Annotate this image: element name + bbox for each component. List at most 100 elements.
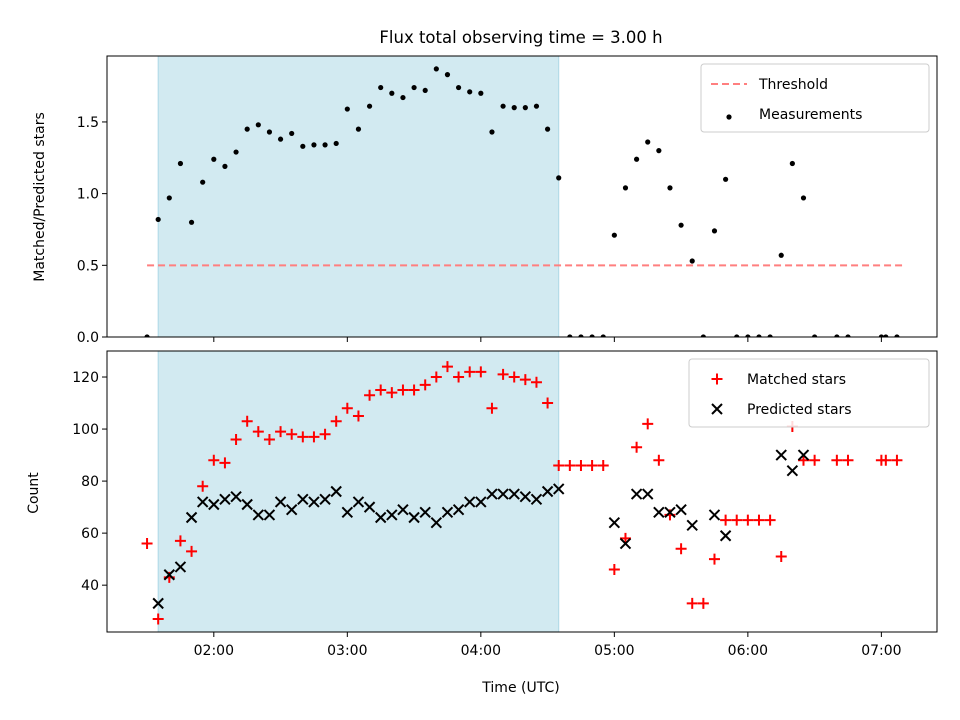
predicted-stars-point — [252, 509, 265, 521]
y-axis-label-ratio: Matched/Predicted stars — [32, 112, 48, 282]
predicted-stars-point — [219, 493, 231, 506]
predicted-stars-point — [419, 506, 431, 519]
measurement-point — [277, 136, 284, 142]
measurement-point — [789, 160, 795, 167]
matched-stars-point — [809, 454, 821, 466]
predicted-stars-point — [397, 504, 409, 516]
matched-stars-point — [731, 514, 743, 526]
ratio-panel: 0.0 0.5 1.0 1.5 Threshold Measurements — [77, 55, 938, 346]
matched-stars-point — [352, 410, 364, 422]
measurement-point — [812, 334, 818, 337]
legend-label: Matched stars — [747, 372, 846, 388]
x-tick-label: 04:00 — [461, 643, 501, 659]
predicted-stars-point — [352, 496, 365, 508]
matched-stars-point — [597, 459, 609, 471]
measurement-point — [883, 334, 889, 337]
matched-stars-point — [831, 454, 843, 466]
predicted-stars-point — [686, 519, 698, 532]
predicted-stars-point — [274, 496, 287, 508]
measurement-point — [500, 103, 506, 109]
predicted-stars-point — [664, 506, 676, 519]
measurement-point — [266, 129, 273, 135]
predicted-stars-point — [441, 506, 454, 519]
measurement-point — [478, 90, 484, 96]
measurement-point — [389, 90, 395, 96]
predicted-stars-point — [174, 561, 187, 573]
measurement-point — [567, 334, 573, 337]
measurement-point — [611, 232, 617, 238]
matched-stars-point — [252, 426, 264, 438]
measurement-point — [233, 149, 239, 155]
matched-stars-point — [586, 459, 598, 471]
matched-stars-point — [564, 459, 576, 471]
predicted-stars-point — [630, 488, 643, 500]
predicted-stars-point — [475, 496, 487, 508]
predicted-stars-point — [208, 498, 220, 511]
legend-box — [700, 63, 930, 133]
measurement-point — [511, 105, 517, 111]
measurement-point — [845, 334, 851, 337]
measurement-point — [745, 334, 751, 337]
measurement-point — [433, 66, 439, 72]
legend-box — [688, 358, 930, 428]
legend-label: Measurements — [759, 107, 862, 123]
measurement-point — [344, 106, 350, 112]
shaded-interval — [157, 350, 560, 633]
matched-stars-point — [720, 514, 732, 526]
matched-stars-point — [608, 564, 620, 576]
predicted-stars-point — [319, 493, 331, 506]
predicted-stars-point — [797, 449, 810, 461]
measurement-point — [455, 84, 462, 91]
predicted-stars-point — [263, 509, 276, 521]
predicted-stars-point — [541, 485, 554, 498]
predicted-stars-point — [519, 490, 532, 503]
matched-stars-point — [441, 361, 453, 373]
x-tick-label: 07:00 — [861, 643, 901, 659]
matched-stars-point — [642, 418, 654, 430]
matched-stars-point — [686, 597, 698, 609]
matched-stars-point — [197, 480, 209, 492]
y-tick-label: 1.5 — [77, 115, 99, 131]
x-tick-label: 02:00 — [194, 643, 234, 659]
measurement-point — [289, 130, 295, 137]
matched-stars-point — [553, 459, 565, 471]
predicted-stars-point — [642, 488, 654, 500]
matched-stars-point — [397, 384, 409, 396]
measurement-point — [589, 334, 595, 337]
matched-stars-point — [208, 454, 220, 466]
measurement-point — [894, 334, 900, 337]
matched-stars-point — [880, 454, 892, 466]
legend-measurement-swatch — [726, 114, 732, 120]
predicted-stars-point — [196, 496, 209, 508]
predicted-stars-point — [363, 501, 376, 513]
measurement-point — [533, 103, 540, 109]
matched-stars-point — [364, 389, 376, 401]
x-tick-label: 05:00 — [594, 643, 634, 659]
measurement-point — [378, 84, 384, 91]
matched-stars-point — [497, 368, 509, 380]
measurement-point — [144, 334, 150, 337]
matched-stars-point — [486, 402, 498, 414]
matched-stars-point — [330, 415, 342, 427]
matched-stars-point — [475, 366, 487, 378]
matched-stars-point — [891, 454, 903, 466]
matched-stars-point — [375, 384, 387, 396]
predicted-stars-point — [152, 597, 164, 610]
markers — [144, 66, 900, 337]
predicted-stars-point — [163, 569, 176, 581]
matched-stars-point — [230, 433, 242, 445]
measurement-point — [767, 334, 773, 337]
measurement-point — [322, 142, 328, 148]
measurement-point — [255, 122, 261, 128]
matched-stars-point — [675, 543, 687, 555]
measurement-point — [422, 87, 428, 94]
y-tick-label: 40 — [81, 578, 99, 594]
predicted-stars-point — [386, 509, 398, 521]
predicted-stars-point — [430, 517, 443, 529]
measurement-point — [467, 89, 473, 95]
y-tick-label: 0.5 — [77, 258, 99, 274]
matched-stars-point — [753, 514, 765, 526]
measurement-point — [300, 143, 306, 149]
measurement-point — [656, 148, 662, 154]
matched-stars-point — [286, 428, 298, 440]
